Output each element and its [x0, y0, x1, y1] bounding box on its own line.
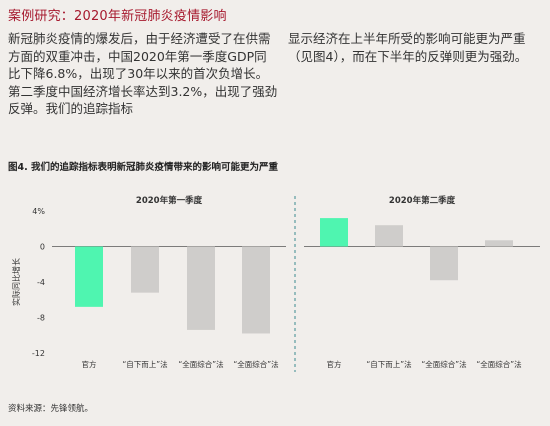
bar: [187, 246, 215, 330]
category-label: 官方: [327, 359, 342, 369]
bar: [75, 246, 103, 307]
bar: [485, 240, 513, 247]
category-label: “全面综合”法: [178, 359, 224, 369]
figure-title: 图4. 我们的追踪指标表明新冠肺炎疫情带来的影响可能更为严重: [8, 162, 279, 173]
y-tick-label: 4%: [32, 207, 45, 216]
page-title: 案例研究：2020年新冠肺炎疫情影响: [8, 9, 227, 24]
bar: [375, 225, 403, 247]
y-tick-label: -4: [37, 278, 45, 287]
y-axis-label: 实际同比增长: [11, 258, 21, 306]
figure-source: 资料来源：先锋领航。: [8, 404, 94, 414]
bar: [242, 246, 270, 334]
bar: [131, 246, 159, 293]
category-label: “全面综合”法: [476, 359, 522, 369]
y-tick-label: -8: [37, 314, 45, 323]
y-tick-label: 0: [40, 243, 45, 252]
category-label: “全面综合”法: [421, 359, 467, 369]
body-text-left: 新冠肺炎疫情的爆发后，由于经济遭受了在供需方面的双重冲击，中国2020年第一季度…: [8, 31, 278, 116]
body-text-right: 显示经济在上半年所受的影响可能更为严重（见图4），而在下半年的反弹则更为强劲。: [288, 31, 528, 64]
panel-title: 2020年第一季度: [136, 195, 203, 206]
bar: [430, 246, 458, 281]
category-label: “自下而上”法: [122, 359, 168, 369]
category-label: “自下而上”法: [366, 359, 412, 369]
category-label: 官方: [82, 359, 97, 369]
panel-title: 2020年第二季度: [389, 195, 456, 206]
bar: [320, 218, 348, 247]
y-tick-label: -12: [32, 349, 45, 358]
category-label: “全面综合”法: [233, 359, 279, 369]
